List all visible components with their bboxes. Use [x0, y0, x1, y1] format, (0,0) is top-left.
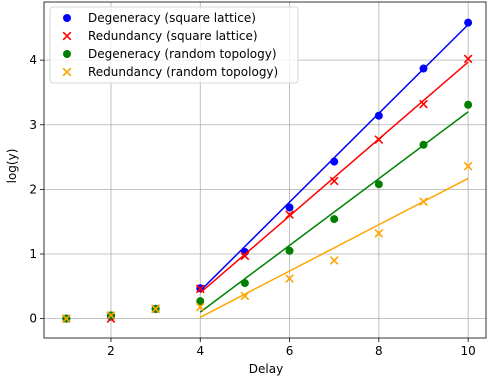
- y-tick-label: 1: [29, 247, 37, 261]
- legend-box: [49, 6, 299, 84]
- data-point-stroke: [151, 304, 160, 314]
- data-point-stroke: [329, 176, 339, 186]
- data-point-stroke: [419, 197, 428, 207]
- legend-item: Degeneracy (random topology): [63, 47, 277, 61]
- legend-item: Redundancy (random topology): [62, 65, 278, 79]
- legend-item: Redundancy (square lattice): [62, 29, 258, 43]
- data-point: [240, 279, 249, 288]
- legend-marker: [62, 31, 72, 41]
- data-point-stroke: [463, 54, 473, 64]
- legend-marker-stroke: [62, 67, 72, 77]
- data-point: [419, 99, 428, 109]
- data-point: [285, 203, 294, 212]
- data-point: [285, 274, 294, 283]
- data-point-stroke: [285, 210, 294, 219]
- data-point: [419, 140, 428, 149]
- data-point: [196, 297, 205, 306]
- legend-label: Redundancy (random topology): [88, 65, 278, 79]
- x-tick-label: 4: [196, 344, 204, 358]
- x-tick-label: 6: [286, 344, 294, 358]
- data-point-stroke: [374, 135, 384, 144]
- legend-item: Degeneracy (square lattice): [63, 11, 256, 25]
- data-point-stroke: [240, 291, 250, 301]
- ticks: 2 4 6 8 10 0 1 2 3 4: [29, 53, 475, 358]
- data-point: [463, 54, 473, 64]
- data-point: [195, 284, 205, 294]
- data-point-stroke: [195, 302, 205, 312]
- legend: Degeneracy (square lattice) Redundancy (s…: [49, 6, 299, 84]
- data-point-stroke: [106, 311, 116, 320]
- data-point: [329, 256, 339, 265]
- data-point: [240, 291, 250, 301]
- data-point: [464, 18, 473, 27]
- data-point-stroke: [61, 314, 71, 323]
- x-tick-label: 10: [461, 344, 476, 358]
- data-point: [419, 197, 428, 207]
- y-axis-label: log(y): [5, 149, 19, 184]
- data-point: [374, 111, 383, 120]
- data-point: [285, 246, 294, 255]
- data-point: [374, 180, 383, 189]
- data-point: [330, 215, 339, 224]
- y-tick-label: 4: [29, 53, 37, 67]
- series-layer: [61, 18, 473, 323]
- data-point-stroke: [195, 284, 205, 294]
- y-tick-label: 3: [29, 118, 37, 132]
- data-point-stroke: [419, 99, 428, 109]
- data-point: [106, 311, 116, 320]
- data-point: [61, 314, 71, 323]
- data-point: [151, 304, 160, 314]
- data-point-stroke: [374, 228, 384, 238]
- data-point: [464, 100, 473, 109]
- x-tick-label: 2: [107, 344, 115, 358]
- y-tick-label: 0: [29, 312, 37, 326]
- data-point-stroke: [285, 274, 294, 283]
- data-point: [330, 157, 339, 166]
- y-tick-label: 2: [29, 182, 37, 196]
- legend-marker: [62, 67, 72, 77]
- legend-label: Redundancy (square lattice): [88, 29, 258, 43]
- data-point: [285, 210, 294, 219]
- data-point-stroke: [329, 256, 339, 265]
- legend-marker-stroke: [62, 31, 72, 41]
- x-axis-label: Delay: [249, 362, 283, 376]
- legend-label: Degeneracy (square lattice): [88, 11, 256, 25]
- data-point-stroke: [240, 251, 250, 261]
- legend-marker: [63, 14, 71, 22]
- data-point: [329, 176, 339, 186]
- x-tick-label: 8: [375, 344, 383, 358]
- fit-line: [199, 111, 469, 313]
- series-4: [61, 161, 473, 323]
- series-3: [62, 100, 473, 323]
- plot-frame: [43, 1, 487, 339]
- legend-label: Degeneracy (random topology): [88, 47, 277, 61]
- data-point: [240, 251, 250, 261]
- legend-marker: [63, 50, 71, 58]
- data-point-stroke: [463, 161, 473, 171]
- data-point: [419, 64, 428, 73]
- data-point: [463, 161, 473, 171]
- data-point: [374, 135, 384, 144]
- data-point: [195, 302, 205, 312]
- fit-line: [199, 177, 469, 318]
- fit-line: [199, 61, 469, 294]
- data-point: [374, 228, 384, 238]
